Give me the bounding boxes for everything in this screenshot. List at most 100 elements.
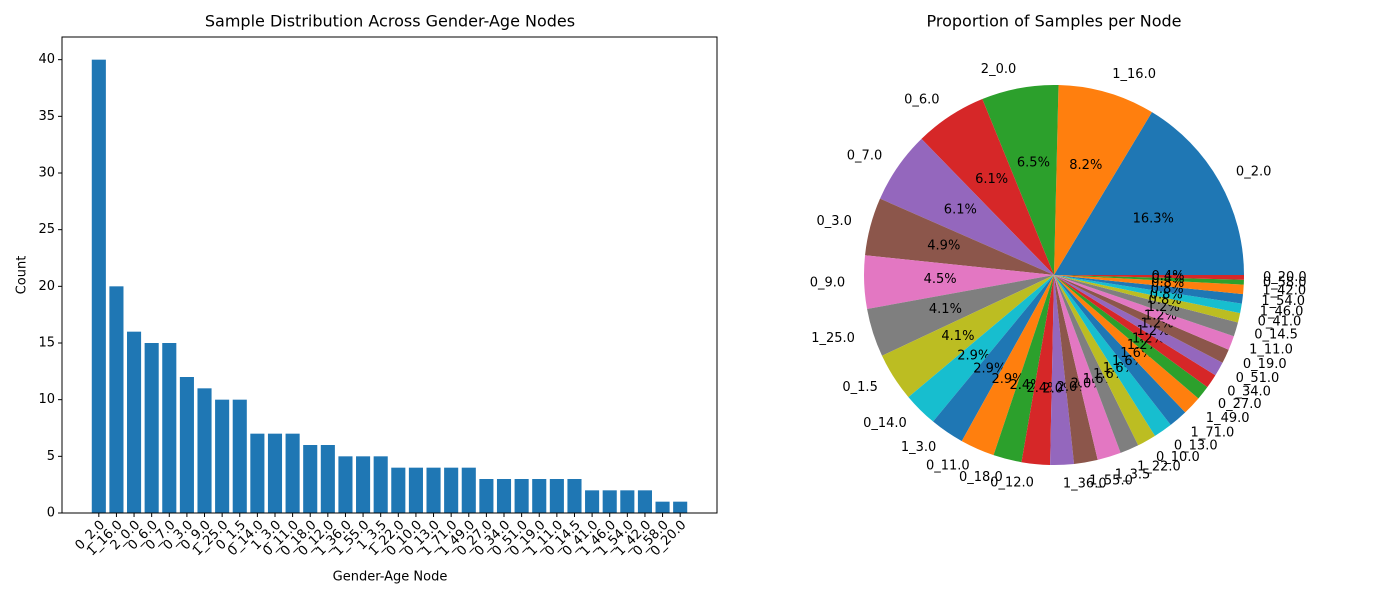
bar	[655, 501, 670, 513]
slice-percent: 2.4%	[1027, 381, 1060, 396]
slice-percent: 4.1%	[929, 302, 962, 317]
pie-slice	[867, 275, 1054, 356]
bar	[585, 490, 600, 513]
pie-slice	[1054, 275, 1171, 436]
bar	[162, 343, 177, 513]
bar	[426, 467, 441, 513]
bar	[144, 343, 159, 513]
slice-label: 1_54.0	[1261, 294, 1305, 309]
slice-label: 1_71.0	[1191, 426, 1235, 441]
bar	[109, 286, 124, 513]
slice-label: 0_6.0	[904, 93, 939, 108]
y-tick-label: 15	[38, 336, 55, 351]
pie-slice	[921, 99, 1054, 275]
pie-slice	[1021, 275, 1054, 465]
bar	[514, 479, 529, 513]
y-tick-label: 20	[38, 279, 55, 294]
bar	[602, 490, 617, 513]
y-tick-label: 30	[38, 166, 55, 181]
pie-slice	[1054, 275, 1121, 460]
slice-label: 0_34.0	[1227, 384, 1271, 399]
pie-slice	[1054, 275, 1155, 446]
pie-slice	[1054, 275, 1223, 376]
slice-label: 1_22.0	[1137, 459, 1181, 474]
bar	[303, 445, 318, 513]
slice-percent: 2.9%	[992, 372, 1025, 387]
slice-label: 1_11.0	[1249, 342, 1293, 357]
slice-label: 0_3.0	[817, 214, 852, 229]
slice-percent: 0.4%	[1151, 269, 1184, 284]
pie-slice	[961, 275, 1054, 456]
bar	[479, 479, 494, 513]
bar	[461, 467, 476, 513]
bar	[391, 467, 406, 513]
y-tick-label: 10	[38, 392, 55, 407]
y-axis-label: Count	[15, 256, 30, 295]
slice-label: 0_13.0	[1174, 439, 1218, 454]
bar-title: Sample Distribution Across Gender-Age No…	[205, 12, 575, 31]
slice-percent: 4.5%	[924, 272, 957, 287]
pie-title: Proportion of Samples per Node	[927, 12, 1182, 31]
bar	[91, 59, 106, 514]
slice-percent: 6.5%	[1017, 155, 1050, 170]
slice-label: 0_11.0	[926, 459, 970, 474]
slice-label: 0_41.0	[1258, 315, 1302, 330]
bar	[338, 456, 353, 513]
slice-label: 1_55.0	[1089, 474, 1133, 489]
bar	[250, 433, 265, 513]
slice-label: 0_58.0	[1263, 275, 1307, 290]
pie-slice	[880, 138, 1054, 275]
bar	[567, 479, 582, 513]
slice-label: 0_51.0	[1236, 371, 1280, 386]
bar	[496, 479, 512, 513]
slice-label: 0_19.0	[1243, 357, 1287, 372]
pie-slice	[1054, 275, 1229, 363]
slice-label: 1_25.0	[811, 331, 855, 346]
pie-slice	[865, 198, 1054, 275]
slice-percent: 2.9%	[973, 362, 1006, 377]
slice-label: 0_7.0	[847, 148, 882, 163]
pie-slice	[1050, 275, 1075, 466]
pie-slice	[864, 255, 1054, 310]
pie-slice	[1054, 275, 1216, 388]
bar	[637, 490, 652, 513]
y-tick-label: 40	[38, 52, 55, 67]
pie-slice	[1054, 275, 1238, 337]
slice-percent: 4.1%	[941, 329, 974, 344]
slice-label: 0_20.0	[1263, 270, 1307, 285]
pie-slice	[1054, 275, 1244, 304]
slice-label: 0_9.0	[810, 275, 845, 290]
y-tick-label: 0	[47, 506, 55, 521]
slice-percent: 2.9%	[957, 348, 990, 363]
slice-label: 0_2.0	[1236, 165, 1271, 180]
slice-percent: 4.9%	[927, 238, 960, 253]
slice-label: 1_46.0	[1260, 304, 1304, 319]
pie-slice	[908, 275, 1054, 422]
y-tick-label: 25	[38, 222, 55, 237]
bar	[267, 433, 283, 513]
slice-label: 0_1.5	[842, 380, 877, 395]
pie-slice	[1054, 275, 1199, 413]
pie-slice	[933, 275, 1054, 442]
bar	[620, 490, 635, 513]
bar	[373, 456, 388, 513]
pie-slice	[1054, 275, 1098, 464]
bar	[232, 399, 247, 513]
pie-slice	[1054, 85, 1152, 275]
pie-slice	[993, 275, 1054, 463]
pie-slice	[1054, 275, 1241, 323]
bar	[215, 399, 230, 513]
pie-slice	[1054, 275, 1244, 285]
slice-label: 2_0.0	[981, 62, 1016, 77]
slice-label: 1_49.0	[1206, 411, 1250, 426]
slice-label: 0_27.0	[1218, 397, 1262, 412]
slice-label: 1_3.5	[1115, 467, 1150, 482]
slice-label: 0_14.5	[1254, 327, 1298, 342]
bar	[673, 501, 688, 513]
pie-slice	[1054, 275, 1244, 295]
pie-slice	[1054, 112, 1244, 275]
bar	[356, 456, 371, 513]
pie-slice	[1054, 275, 1244, 280]
pie-slice	[1054, 275, 1234, 350]
slice-percent: 16.3%	[1133, 211, 1174, 226]
